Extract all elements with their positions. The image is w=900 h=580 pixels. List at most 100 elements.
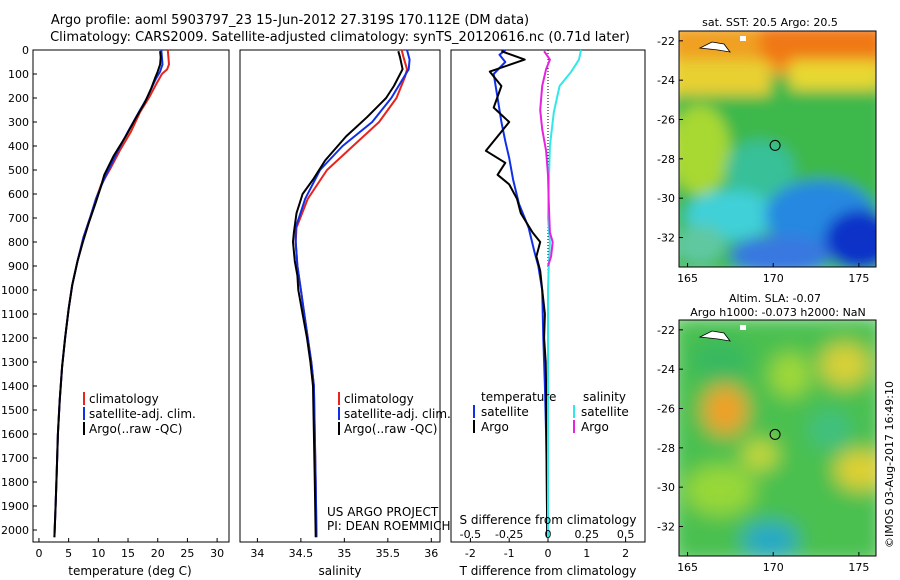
depth-tick-label: 700 xyxy=(8,212,29,225)
series-line-climatology xyxy=(294,49,408,538)
lat-tick-label: -32 xyxy=(657,521,675,534)
series-line-t-argo xyxy=(484,50,549,538)
lat-tick-label: -28 xyxy=(657,153,675,166)
sla-map-axes: -22 -24 -26 -28 -30 -32 165 170 175 xyxy=(657,324,869,574)
x-tick-label: 34 xyxy=(250,547,264,560)
lat-tick-label: -28 xyxy=(657,442,675,455)
x-tick-label: 35 xyxy=(337,547,351,560)
depth-axis: 0 100 200 300 400 500 600 700 800 900 1000 1100 1200… xyxy=(1,44,37,537)
legend-salinity-head: salinity xyxy=(583,390,626,404)
salinity-xlabel: salinity xyxy=(318,564,361,578)
sst-map-axes: -22 -24 -26 -28 -30 -32 165 170 175 xyxy=(657,35,869,285)
credits-pi: PI: DEAN ROEMMICH xyxy=(327,519,450,533)
legend-argo-label: Argo(..raw -QC) xyxy=(89,422,182,436)
x-tick-label: 35.5 xyxy=(376,547,401,560)
legend-t-satellite-label: satellite xyxy=(481,405,529,419)
depth-tick-label: 1100 xyxy=(1,308,29,321)
x-tick-label: -1 xyxy=(504,547,515,560)
x-tick-label: 36 xyxy=(424,547,438,560)
series-line-s-argo xyxy=(539,50,554,267)
depth-tick-label: 900 xyxy=(8,260,29,273)
depth-tick-label: 300 xyxy=(8,116,29,129)
depth-tick-label: 0 xyxy=(22,44,29,57)
salinity-panel: 34 34.5 35 35.5 36 salinity climatology sate… xyxy=(239,49,451,578)
s-tick-label: 0.25 xyxy=(575,528,600,541)
legend-satellite-label: satellite-adj. clim. xyxy=(344,407,451,421)
salinity-x-axis: 34 34.5 35 35.5 36 xyxy=(250,538,438,560)
sla-map-frame xyxy=(678,319,877,557)
figure-subtitle: Climatology: CARS2009. Satellite-adjuste… xyxy=(50,30,630,45)
legend-climatology-label: climatology xyxy=(89,392,159,406)
depth-tick-label: 200 xyxy=(8,92,29,105)
s-tick-label: -0.5 xyxy=(460,528,481,541)
series-line-argo-raw-qc xyxy=(292,50,404,538)
lat-tick-label: -22 xyxy=(657,35,675,48)
sla-map-title: Altim. SLA: -0.07 xyxy=(729,292,821,305)
lon-tick-label: 165 xyxy=(677,561,698,574)
island-icon xyxy=(740,325,746,330)
difference-legend: temperature satellite Argo salinity sate… xyxy=(473,390,629,434)
depth-tick-label: 800 xyxy=(8,236,29,249)
difference-series xyxy=(484,49,582,538)
s-tick-label: 0 xyxy=(545,528,552,541)
x-tick-label: 25 xyxy=(180,547,194,560)
depth-tick-label: 1000 xyxy=(1,284,29,297)
x-tick-label: 10 xyxy=(91,547,105,560)
depth-tick-label: 400 xyxy=(8,140,29,153)
x-tick-label: 0 xyxy=(35,547,42,560)
s-tick-label: -0.25 xyxy=(495,528,523,541)
lat-tick-label: -30 xyxy=(657,481,675,494)
depth-tick-label: 1700 xyxy=(1,452,29,465)
x-tick-label: 5 xyxy=(65,547,72,560)
temperature-legend: climatology satellite-adj. clim. Argo(..… xyxy=(83,392,196,436)
depth-tick-label: 100 xyxy=(8,68,29,81)
legend-t-argo-label: Argo xyxy=(481,420,509,434)
temperature-panel: 0100200300400500600700800900100011001200… xyxy=(1,44,230,578)
lat-tick-label: -24 xyxy=(657,74,675,87)
lat-tick-label: -22 xyxy=(657,324,675,337)
depth-tick-label: 2000 xyxy=(1,524,29,537)
x-tick-label: 34.5 xyxy=(289,547,314,560)
difference-panel: -2 -1 0 1 2 S difference from climatology -0… xyxy=(450,49,646,578)
temperature-series xyxy=(53,49,170,538)
sst-map-title: sat. SST: 20.5 Argo: 20.5 xyxy=(702,16,838,29)
lat-tick-label: -26 xyxy=(657,403,675,416)
salinity-series xyxy=(292,49,411,538)
salinity-axes-frame xyxy=(239,49,441,543)
argo-position-marker xyxy=(769,428,781,440)
sst-map-frame xyxy=(678,30,877,268)
s-difference-label: S difference from climatology xyxy=(460,513,637,527)
series-line-argo-raw-qc xyxy=(53,51,162,538)
depth-tick-label: 1600 xyxy=(1,428,29,441)
x-tick-label: 20 xyxy=(151,547,165,560)
lat-tick-label: -24 xyxy=(657,363,675,376)
s-difference-ticks: -0.5 -0.25 0 0.25 0.5 xyxy=(460,528,635,541)
lat-tick-label: -32 xyxy=(657,232,675,245)
lon-tick-label: 170 xyxy=(763,272,784,285)
depth-tick-label: 1500 xyxy=(1,404,29,417)
lon-tick-label: 170 xyxy=(763,561,784,574)
series-line-s-satellite xyxy=(547,49,582,538)
series-line-t-satellite xyxy=(492,49,549,538)
difference-x-axis: -2 -1 0 1 2 xyxy=(465,538,629,560)
legend-climatology-label: climatology xyxy=(344,392,414,406)
island-icon xyxy=(740,36,746,41)
depth-tick-label: 600 xyxy=(8,188,29,201)
lon-tick-label: 175 xyxy=(848,272,869,285)
figure-title: Argo profile: aoml 5903797_23 15-Jun-201… xyxy=(51,13,529,28)
series-line-satellite-adj-clim xyxy=(294,49,411,538)
coastline-icon xyxy=(698,41,731,53)
lat-tick-label: -30 xyxy=(657,192,675,205)
lon-tick-label: 175 xyxy=(848,561,869,574)
temperature-xlabel: temperature (deg C) xyxy=(68,564,191,578)
legend-s-satellite-label: satellite xyxy=(581,405,629,419)
argo-position-marker xyxy=(769,139,781,151)
legend-satellite-label: satellite-adj. clim. xyxy=(89,407,196,421)
x-tick-label: 1 xyxy=(583,547,590,560)
lon-tick-label: 165 xyxy=(677,272,698,285)
x-tick-label: 30 xyxy=(210,547,224,560)
temperature-axes-frame xyxy=(32,49,230,543)
credits-project: US ARGO PROJECT xyxy=(327,505,439,519)
s-tick-label: 0.5 xyxy=(617,528,635,541)
